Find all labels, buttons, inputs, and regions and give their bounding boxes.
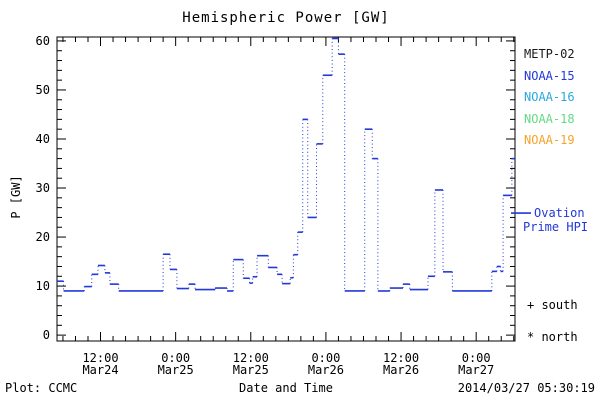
footer-timestamp: 2014/03/27 05:30:19: [457, 381, 595, 395]
svg-text:50: 50: [36, 83, 50, 97]
svg-text:10: 10: [36, 279, 50, 293]
hpi-series: [57, 37, 515, 292]
svg-text:0:00: 0:00: [161, 351, 190, 365]
svg-text:Mar26: Mar26: [308, 363, 344, 377]
south-marker-legend: + south: [527, 298, 578, 312]
legend-item-noaa-19: NOAA-19: [524, 133, 575, 147]
svg-text:0:00: 0:00: [311, 351, 340, 365]
svg-text:20: 20: [36, 230, 50, 244]
svg-text:12:00: 12:00: [233, 351, 269, 365]
legend-item-metp-02: METP-02: [524, 47, 575, 61]
svg-text:Mar26: Mar26: [383, 363, 419, 377]
chart-title: Hemispheric Power [GW]: [182, 10, 390, 26]
svg-text:Mar25: Mar25: [158, 363, 194, 377]
satellite-legend: METP-02 NOAA-15 NOAA-16 NOAA-18 NOAA-19: [524, 44, 575, 152]
legend-item-noaa-15: NOAA-15: [524, 68, 575, 83]
svg-text:30: 30: [36, 181, 50, 195]
y-axis-ticks: 0 10 20 30 40 50 60: [36, 34, 515, 342]
x-axis-label: Date and Time: [239, 381, 333, 395]
svg-text:0:00: 0:00: [462, 351, 491, 365]
north-marker-legend: * north: [527, 330, 578, 344]
ovation-prime-label-line1: Ovation: [534, 206, 585, 220]
svg-text:12:00: 12:00: [82, 351, 118, 365]
svg-text:40: 40: [36, 132, 50, 146]
y-axis-label: P [GW]: [9, 175, 23, 219]
svg-text:0: 0: [43, 328, 50, 342]
axes: [56, 36, 516, 342]
legend-item-noaa-18: NOAA-18: [524, 111, 575, 126]
svg-text:60: 60: [36, 34, 50, 48]
footer-plot-source: Plot: CCMC: [5, 381, 78, 395]
svg-text:Mar25: Mar25: [233, 363, 269, 377]
ovation-prime-label-line2: Prime HPI: [523, 220, 589, 234]
svg-text:12:00: 12:00: [383, 351, 419, 365]
svg-text:Mar27: Mar27: [458, 363, 494, 377]
svg-text:Mar24: Mar24: [82, 363, 118, 377]
x-axis-ticks: 12:00Mar240:00Mar2512:00Mar250:00Mar2612…: [62, 37, 515, 377]
legend-item-noaa-16: NOAA-16: [524, 90, 575, 104]
